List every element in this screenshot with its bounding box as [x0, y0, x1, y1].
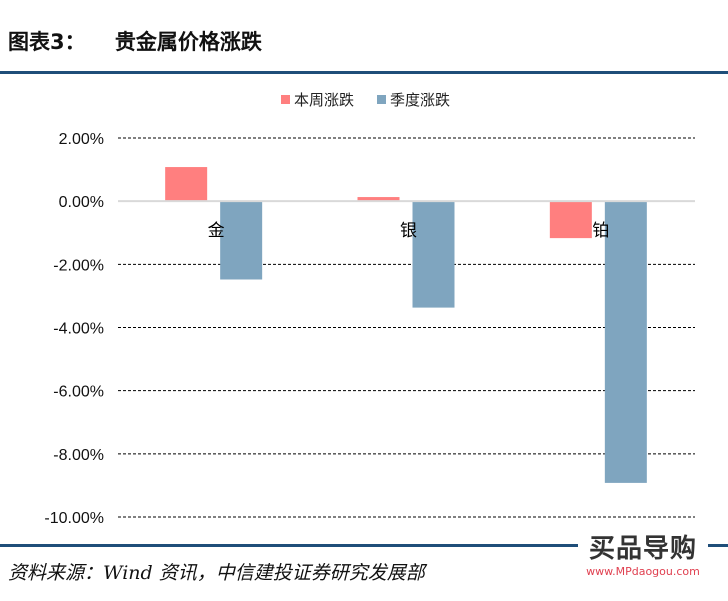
figure-title: 图表3： 贵金属价格涨跌	[8, 30, 262, 54]
legend-swatch	[281, 95, 290, 104]
y-tick-label: 2.00%	[59, 131, 104, 148]
bar-quarterly	[220, 201, 263, 280]
y-tick-label: -4.00%	[53, 321, 104, 338]
x-category-label: 铂	[592, 221, 609, 240]
footer-rule	[0, 544, 728, 547]
bar-weekly	[357, 197, 400, 202]
legend-swatch	[377, 95, 386, 104]
logo-url: www.MPdaogou.com	[586, 565, 700, 578]
y-tick-label: -6.00%	[53, 384, 104, 401]
y-tick-label: -8.00%	[53, 447, 104, 464]
bar-quarterly	[604, 201, 647, 483]
y-tick-label: 0.00%	[59, 194, 104, 211]
legend-label: 本周涨跌	[294, 92, 354, 109]
logo: 买品导购 www.MPdaogou.com	[578, 528, 708, 578]
bar-chart: 2.00% 0.00% -2.00% -4.00% -6.00% -8.00% -10.00…	[44, 92, 695, 527]
y-tick-label: -10.00%	[44, 510, 104, 527]
bar-weekly	[549, 201, 592, 239]
legend-label: 季度涨跌	[390, 92, 450, 109]
x-category-label: 金	[208, 221, 225, 240]
title-rule	[0, 71, 728, 74]
logo-text: 买品导购	[578, 528, 708, 565]
y-tick-label: -2.00%	[53, 257, 104, 274]
bar-quarterly	[412, 201, 455, 308]
bar-weekly	[165, 167, 208, 202]
x-category-label: 银	[400, 221, 417, 240]
source-note: 资料来源：Wind 资讯，中信建投证券研究发展部	[8, 562, 425, 584]
